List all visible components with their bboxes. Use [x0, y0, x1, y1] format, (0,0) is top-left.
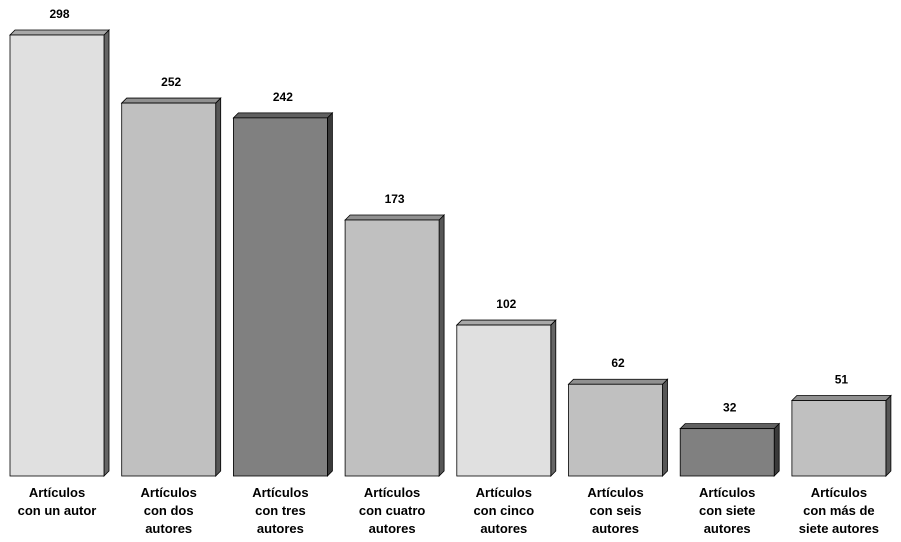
- value-label-7: 32: [723, 401, 737, 415]
- bar-front-face: [9, 34, 105, 477]
- bar-top-face: [679, 423, 781, 430]
- category-label-line: Artículos: [587, 485, 643, 500]
- category-label-line: autores: [369, 521, 416, 536]
- category-label-line: autores: [592, 521, 639, 536]
- category-label-line: Artículos: [476, 485, 532, 500]
- category-label-line: autores: [704, 521, 751, 536]
- bar-top-face: [344, 214, 446, 221]
- category-label-line: autores: [480, 521, 527, 536]
- bar-side-face: [326, 111, 333, 477]
- category-label-6: Artículos con seis autores: [587, 485, 643, 536]
- value-label-3: 242: [273, 90, 293, 104]
- category-label-line: con más de: [803, 503, 875, 518]
- bar-top-face: [790, 395, 892, 401]
- bar-front-face: [344, 219, 440, 477]
- bar-top-face: [567, 378, 669, 385]
- bar-top-face: [9, 29, 110, 36]
- category-label-line: Artículos: [141, 485, 197, 500]
- bar-top-face: [232, 112, 334, 119]
- bar-front-face: [679, 428, 775, 477]
- bar-5: [455, 319, 557, 477]
- bar-3: [232, 111, 334, 477]
- bar-side-face: [550, 319, 557, 477]
- category-label-line: Artículos: [811, 485, 867, 500]
- category-label-2: Artículos con dos autores: [141, 485, 197, 536]
- bar-2: [120, 97, 222, 477]
- bar-8: [790, 394, 892, 477]
- bar-side-face: [103, 29, 110, 477]
- category-labels-group: Artículos con un autor Artículos con dos aut…: [18, 485, 879, 536]
- value-label-8: 51: [835, 373, 849, 387]
- category-label-line: con tres: [255, 503, 306, 518]
- category-label-7: Artículos con siete autores: [699, 485, 755, 536]
- bars-group: [9, 29, 892, 477]
- category-label-line: Artículos: [252, 485, 308, 500]
- bar-front-face: [568, 383, 663, 477]
- bar-1: [9, 29, 110, 477]
- value-label-2: 252: [161, 75, 181, 89]
- category-label-line: con dos: [144, 503, 194, 518]
- bar-side-face: [662, 378, 668, 477]
- category-label-line: con siete: [699, 503, 755, 518]
- category-label-line: con seis: [589, 503, 641, 518]
- category-label-line: autores: [257, 521, 304, 536]
- bar-front-face: [791, 400, 887, 477]
- category-label-line: con cuatro: [359, 503, 426, 518]
- category-label-3: Artículos con tres autores: [252, 485, 308, 536]
- category-label-8: Artículos con más de siete autores: [799, 485, 879, 536]
- bar-4: [344, 214, 446, 477]
- value-label-1: 298: [49, 7, 69, 21]
- bar-side-face: [215, 97, 222, 477]
- category-label-4: Artículos con cuatro autores: [359, 485, 426, 536]
- bar-front-face: [456, 324, 552, 477]
- category-label-line: autores: [145, 521, 192, 536]
- bar-side-face: [438, 214, 445, 477]
- bar-top-face: [455, 319, 557, 326]
- category-label-line: Artículos: [699, 485, 755, 500]
- category-label-5: Artículos con cinco autores: [473, 485, 534, 536]
- value-label-4: 173: [385, 192, 405, 206]
- bar-front-face: [232, 117, 328, 477]
- category-label-line: Artículos: [29, 485, 85, 500]
- bar-6: [567, 378, 669, 477]
- category-label-line: con un autor: [18, 503, 97, 518]
- bar-7: [679, 422, 781, 477]
- bar-side-face: [773, 422, 780, 477]
- category-label-line: con cinco: [473, 503, 534, 518]
- value-label-5: 102: [496, 297, 516, 311]
- bar-front-face: [121, 102, 217, 477]
- value-labels-group: 298 252 242 173 102 62 32 51: [49, 7, 848, 415]
- category-label-line: siete autores: [799, 521, 879, 536]
- bar-top-face: [120, 97, 222, 104]
- bar-side-face: [885, 394, 892, 477]
- value-label-6: 62: [611, 356, 625, 370]
- category-label-1: Artículos con un autor: [18, 485, 97, 518]
- category-label-line: Artículos: [364, 485, 420, 500]
